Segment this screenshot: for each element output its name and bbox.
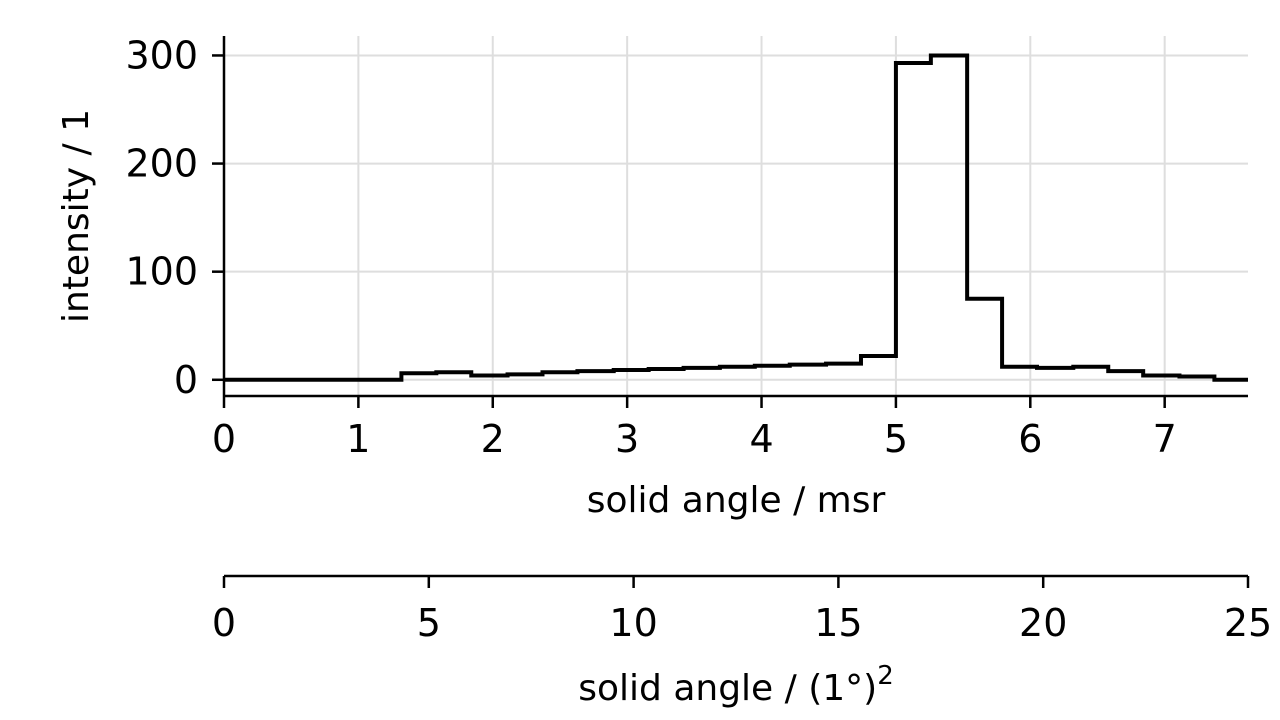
secondary-x-axis: 0 5 10 15 20 25 xyxy=(212,574,1272,645)
x-tick-label: 6 xyxy=(1018,417,1042,461)
primary-axes xyxy=(222,36,1248,398)
x-tick-label: 2 xyxy=(481,417,505,461)
x-tick-label: 7 xyxy=(1153,417,1177,461)
y-tick-label: 300 xyxy=(125,33,198,77)
secondary-x-tick-label: 20 xyxy=(1019,601,1067,645)
x-tick-label: 5 xyxy=(884,417,908,461)
y-tick-label: 200 xyxy=(125,142,198,186)
y-axis-label: intensity / 1 xyxy=(56,109,97,323)
x-tick-label: 4 xyxy=(749,417,773,461)
y-tick-label: 0 xyxy=(174,358,198,402)
histogram-step-line xyxy=(224,53,1248,382)
secondary-x-tick-label: 5 xyxy=(417,601,441,645)
secondary-x-tick-label: 25 xyxy=(1224,601,1272,645)
x-tick-label: 1 xyxy=(346,417,370,461)
ticks: 0 1 2 3 4 5 6 7 0 100 200 300 xyxy=(125,33,1176,461)
y-tick-label: 100 xyxy=(125,250,198,294)
secondary-x-axis-label: solid angle / (1°)2 xyxy=(578,661,894,709)
secondary-x-tick-label: 15 xyxy=(814,601,862,645)
x-tick-label: 3 xyxy=(615,417,639,461)
x-tick-label: 0 xyxy=(212,417,236,461)
secondary-x-tick-label: 0 xyxy=(212,601,236,645)
secondary-x-tick-label: 10 xyxy=(609,601,657,645)
secondary-x-axis-label-text: solid angle / (1°) xyxy=(578,668,877,709)
grid-lines xyxy=(223,36,1248,396)
secondary-x-axis-label-superscript: 2 xyxy=(877,661,894,691)
x-axis-label: solid angle / msr xyxy=(587,480,886,521)
